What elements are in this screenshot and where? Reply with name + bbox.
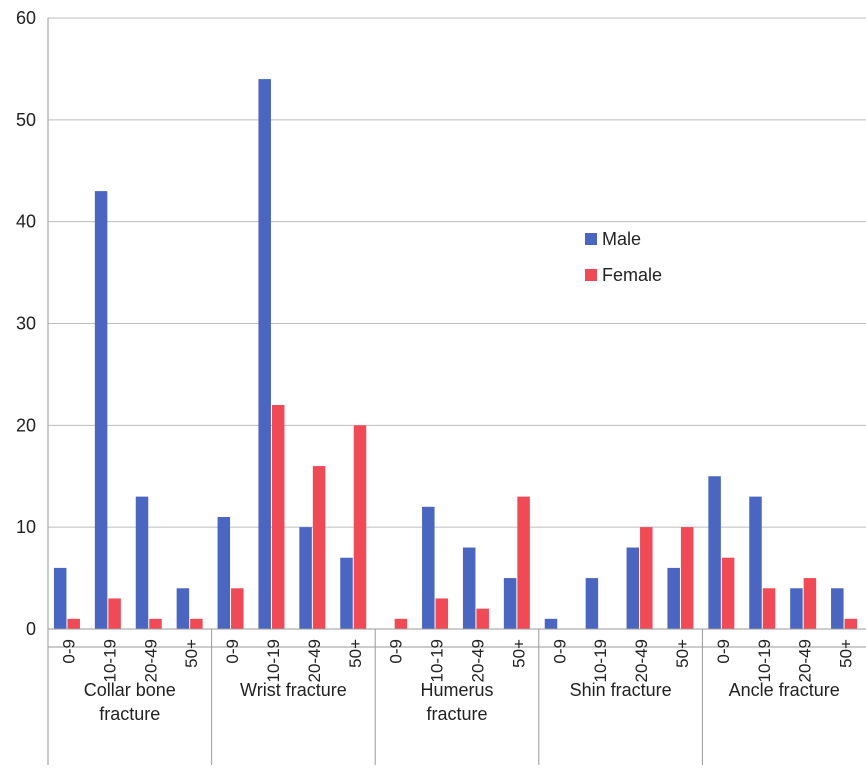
group-label-line: Collar bone: [84, 680, 176, 700]
bar-female: [721, 557, 735, 629]
bar-male: [340, 557, 353, 629]
x-tick-label: 10-19: [591, 639, 610, 682]
bar-female: [803, 578, 817, 629]
bar-female: [149, 618, 162, 629]
x-tick-label: 10-19: [264, 639, 283, 682]
group-label-line: Humerus: [420, 680, 493, 700]
bar-male: [708, 476, 721, 629]
y-tick-label: 0: [26, 619, 36, 639]
group-label-line: Ancle fracture: [729, 680, 840, 700]
bar-male: [503, 578, 517, 629]
x-tick-label: 20-49: [468, 639, 487, 682]
x-tick-label: 20-49: [305, 639, 324, 682]
bar-male: [626, 547, 640, 629]
x-tick-label: 20-49: [141, 639, 160, 682]
x-tick-label: 50+: [182, 639, 201, 668]
bar-female: [190, 618, 203, 629]
x-tick-label: 50+: [509, 639, 528, 668]
bar-female: [844, 618, 858, 629]
bar-male: [217, 516, 231, 629]
x-tick-label: 0-9: [223, 639, 242, 664]
y-tick-label: 40: [16, 212, 36, 232]
bar-female: [640, 527, 653, 629]
x-tick-label: 20-49: [632, 639, 651, 682]
group-label: Shin fracture: [570, 680, 672, 700]
legend: Male Female: [585, 229, 662, 285]
x-tick-label: 0-9: [59, 639, 78, 664]
x-tick-label: 0-9: [714, 639, 733, 664]
group-label-line: Wrist fracture: [240, 680, 347, 700]
bar-male: [53, 567, 67, 629]
bar-male: [94, 191, 108, 629]
bar-male: [585, 578, 599, 629]
bar-female: [312, 466, 326, 629]
group-label: Wrist fracture: [240, 680, 347, 700]
bar-male: [790, 588, 803, 629]
bar-female: [394, 618, 408, 629]
x-tick-label: 10-19: [755, 639, 774, 682]
bars: [53, 79, 858, 630]
group-label: Humerus fracture: [420, 680, 493, 724]
bar-female: [762, 588, 776, 629]
group-label-line: fracture: [426, 704, 487, 724]
group-label-line: fracture: [99, 704, 160, 724]
legend-swatch-male: [585, 233, 597, 245]
bar-female: [435, 598, 449, 629]
x-tick-label: 20-49: [796, 639, 815, 682]
bar-male: [176, 588, 190, 629]
bar-female: [353, 425, 367, 629]
x-tick-label: 0-9: [387, 639, 406, 664]
bar-male: [462, 547, 476, 629]
x-axis: 0-9 10-19 20-49 50+ Collar bone fracture 0-9 10…: [47, 18, 866, 765]
y-axis-tick-labels: 0 10 20 30 40 50 60: [16, 8, 36, 639]
y-tick-label: 10: [16, 517, 36, 537]
bar-female: [517, 496, 530, 629]
bar-male: [667, 567, 680, 629]
x-tick-label: 10-19: [100, 639, 119, 682]
group-label-line: Shin fracture: [570, 680, 672, 700]
bar-female: [271, 404, 285, 629]
bar-male: [831, 588, 844, 629]
group-label: Collar bone fracture: [84, 680, 176, 724]
legend-label-male: Male: [602, 229, 641, 249]
bar-female: [67, 618, 80, 629]
y-tick-label: 30: [16, 314, 36, 334]
bar-female: [108, 598, 121, 629]
bar-male: [422, 506, 435, 629]
x-tick-label: 50+: [837, 639, 856, 668]
legend-swatch-female: [585, 269, 597, 281]
x-tick-label: 50+: [346, 639, 365, 668]
bar-female: [231, 588, 244, 629]
bar-female: [680, 527, 694, 629]
x-tick-label: 10-19: [428, 639, 447, 682]
gridlines: [48, 17, 866, 528]
group-label: Ancle fracture: [729, 680, 840, 700]
x-tick-label: 0-9: [550, 639, 569, 664]
bar-male: [135, 496, 149, 629]
bar-male: [299, 527, 312, 629]
y-tick-label: 20: [16, 415, 36, 435]
y-tick-label: 50: [16, 110, 36, 130]
bar-male: [749, 496, 762, 629]
bar-male: [544, 618, 558, 629]
x-tick-label: 50+: [673, 639, 692, 668]
bar-male: [258, 79, 271, 630]
legend-label-female: Female: [602, 265, 662, 285]
y-tick-label: 60: [16, 8, 36, 28]
bar-female: [476, 608, 489, 629]
